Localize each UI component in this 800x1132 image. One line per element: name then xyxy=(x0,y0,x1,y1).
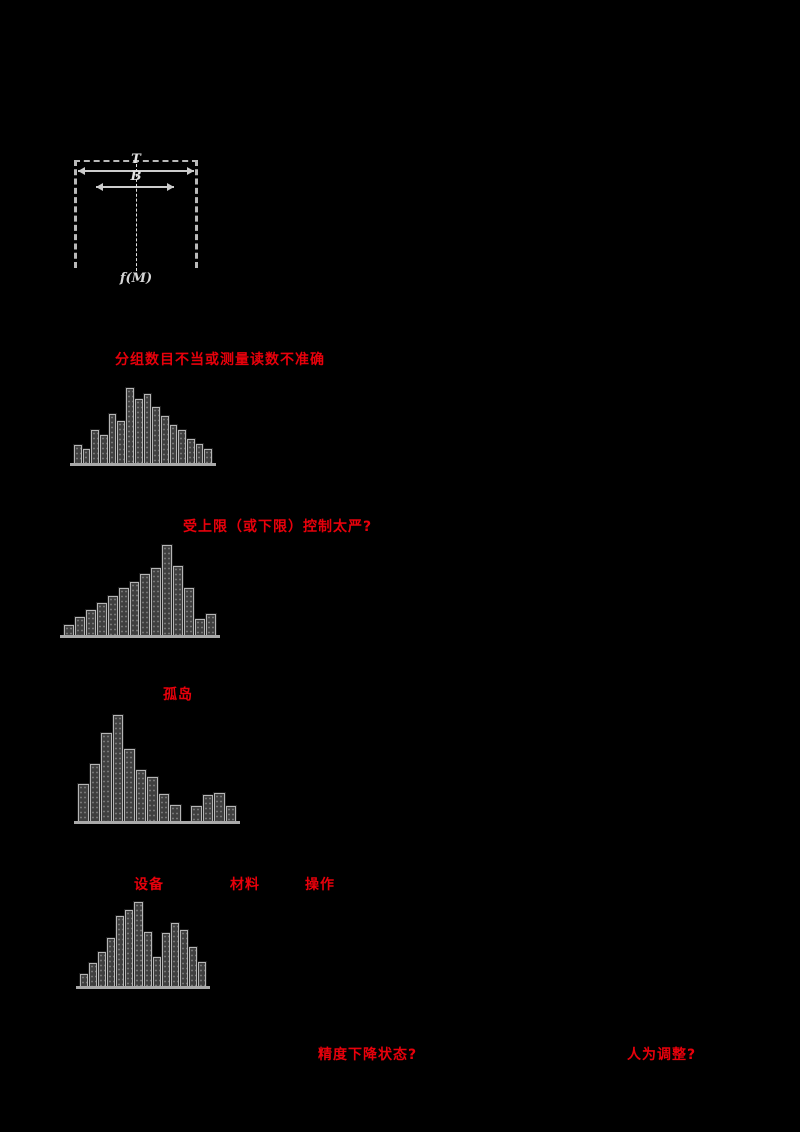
density-function-label: f(M) xyxy=(119,271,153,286)
histogram-bar xyxy=(170,922,179,986)
tolerance-width-label: T xyxy=(131,152,141,167)
comb-histogram xyxy=(70,380,216,466)
histogram-bar xyxy=(126,388,134,463)
histogram-bar xyxy=(74,617,85,635)
histogram-bar xyxy=(169,425,178,463)
histogram-bar xyxy=(225,806,236,821)
center-dashed-line xyxy=(136,164,137,276)
histogram-bar xyxy=(107,938,116,986)
caption-island: 孤岛 xyxy=(163,687,193,703)
histogram-bar xyxy=(186,438,195,463)
histogram-bar xyxy=(178,430,186,463)
histogram-bar xyxy=(184,587,195,635)
histogram-bar xyxy=(100,435,108,463)
histogram-bar xyxy=(89,763,100,821)
comb-histogram-bars xyxy=(74,380,212,463)
histogram-bar xyxy=(151,567,162,635)
histogram-bar xyxy=(160,415,169,463)
histogram-bar xyxy=(140,574,151,635)
histogram-bar xyxy=(82,448,91,463)
histogram-bar xyxy=(107,595,118,635)
histogram-bar xyxy=(64,624,74,635)
histogram-bar xyxy=(101,733,112,821)
histogram-bar xyxy=(152,956,161,986)
histogram-bar xyxy=(170,805,181,821)
histogram-bar xyxy=(179,930,188,986)
skewed-histogram-bars xyxy=(64,542,216,635)
histogram-bar xyxy=(74,445,82,463)
spread-double-arrow-icon xyxy=(96,183,174,191)
histogram-bar xyxy=(118,588,129,635)
histogram-bar xyxy=(158,794,169,821)
histogram-bar xyxy=(191,806,202,821)
histogram-bar xyxy=(96,603,107,635)
island-histogram-bars xyxy=(78,708,236,821)
histogram-bar xyxy=(116,916,125,986)
twin-peak-histogram-bars xyxy=(80,892,207,986)
twin-peak-histogram xyxy=(76,892,210,989)
island-histogram xyxy=(74,708,240,824)
histogram-bar xyxy=(202,795,213,821)
axis-baseline xyxy=(60,635,220,638)
axis-baseline xyxy=(74,821,240,824)
caption-bottom-right: 人为调整? xyxy=(627,1047,697,1063)
histogram-bar xyxy=(134,398,143,463)
histogram-bar xyxy=(125,909,134,986)
histogram-bar xyxy=(108,413,117,463)
histogram-bar xyxy=(78,783,89,821)
histogram-bar xyxy=(134,902,143,986)
histogram-bar xyxy=(143,932,152,986)
histogram-bar xyxy=(173,566,184,635)
histogram-bar xyxy=(129,581,140,635)
histogram-bar xyxy=(162,544,173,635)
process-capability-diagram: T B f(M) xyxy=(70,150,202,286)
histogram-bar xyxy=(198,962,207,986)
histogram-bar xyxy=(152,407,160,463)
histogram-bar xyxy=(80,973,89,986)
histogram-bar xyxy=(112,714,123,821)
histogram-bar xyxy=(117,420,126,463)
histogram-bar xyxy=(98,952,107,986)
histogram-bar xyxy=(89,963,98,986)
histogram-bar xyxy=(85,609,96,635)
axis-baseline xyxy=(70,463,216,466)
caption-bottom-left: 精度下降状态? xyxy=(318,1047,418,1063)
histogram-bar xyxy=(205,614,216,635)
caption-skew-cause: 受上限（或下限）控制太严? xyxy=(183,519,373,535)
histogram-bar xyxy=(135,770,146,821)
axis-baseline xyxy=(76,986,210,989)
histogram-bar xyxy=(195,619,205,635)
caption-comb-cause: 分组数目不当或测量读数不准确 xyxy=(115,352,325,368)
spec-limit-frame xyxy=(74,160,198,268)
histogram-bar xyxy=(91,429,100,463)
caption-twin-peak-material: 材料 xyxy=(230,877,260,893)
histogram-bar xyxy=(214,792,225,821)
histogram-bar xyxy=(147,777,158,821)
histogram-bar xyxy=(204,448,212,463)
caption-twin-peak-equipment: 设备 xyxy=(134,877,164,893)
histogram-bar xyxy=(161,933,170,986)
histogram-bar xyxy=(195,443,204,463)
skewed-histogram xyxy=(60,542,220,638)
histogram-bar xyxy=(143,393,152,463)
histogram-bar xyxy=(188,947,198,986)
caption-twin-peak-operation: 操作 xyxy=(305,877,335,893)
histogram-bar xyxy=(124,748,135,821)
